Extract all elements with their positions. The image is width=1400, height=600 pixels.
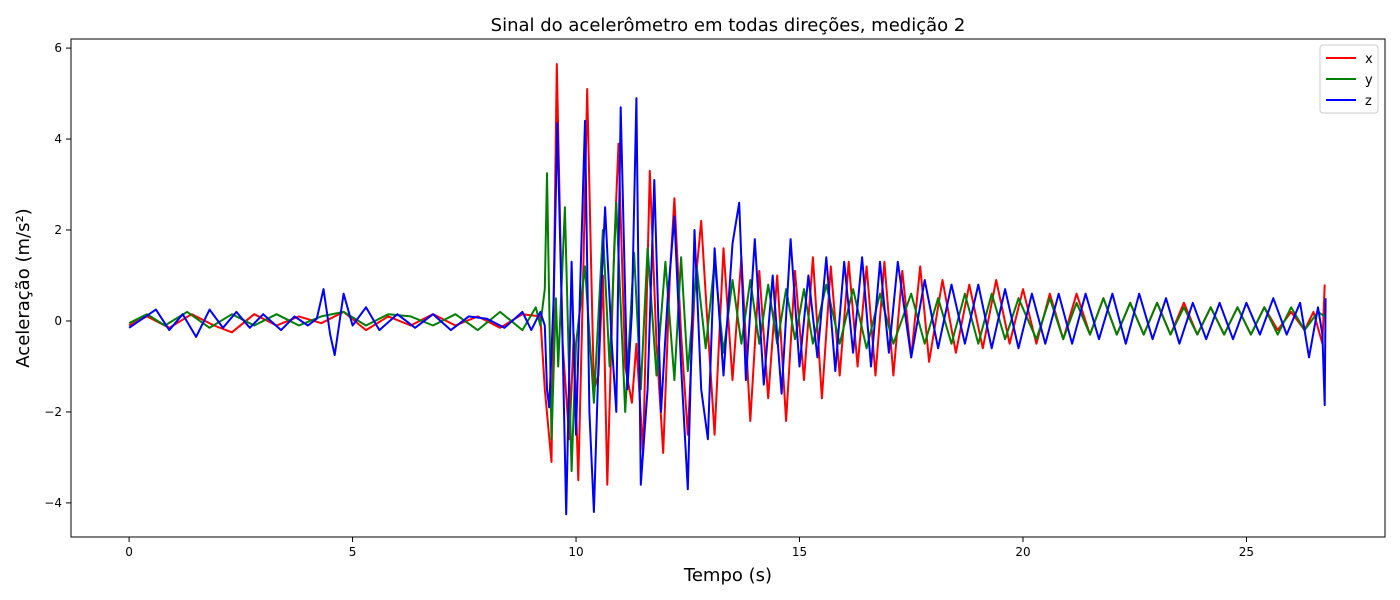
x-tick-label: 5 xyxy=(349,545,357,559)
y-axis-label: Aceleração (m/s²) xyxy=(13,208,34,367)
x-tick-label: 20 xyxy=(1015,545,1030,559)
y-tick-label: −4 xyxy=(44,496,62,510)
legend-label-y: y xyxy=(1365,73,1373,88)
x-axis: 0 5 10 15 20 25 xyxy=(125,537,1254,559)
x-tick-label: 10 xyxy=(568,545,583,559)
y-axis: −4 −2 0 2 4 6 xyxy=(44,41,71,510)
series-line-z xyxy=(128,97,1327,516)
legend: x y z xyxy=(1319,44,1379,114)
plot-frame xyxy=(70,38,1386,538)
x-tick-label: 15 xyxy=(792,545,807,559)
chart-title: Sinal do acelerômetro em todas direções,… xyxy=(491,15,966,36)
y-tick-label: 0 xyxy=(54,314,62,328)
legend-label-x: x xyxy=(1365,52,1373,67)
x-axis-label: Tempo (s) xyxy=(683,565,772,586)
x-tick-label: 25 xyxy=(1239,545,1254,559)
x-tick-label: 0 xyxy=(125,545,133,559)
y-tick-label: 6 xyxy=(54,41,62,55)
y-tick-label: −2 xyxy=(44,405,62,419)
plot-area xyxy=(128,63,1327,516)
series-line-x xyxy=(128,63,1326,486)
y-tick-label: 2 xyxy=(54,223,62,237)
legend-label-z: z xyxy=(1365,94,1372,109)
y-tick-label: 4 xyxy=(54,132,62,146)
